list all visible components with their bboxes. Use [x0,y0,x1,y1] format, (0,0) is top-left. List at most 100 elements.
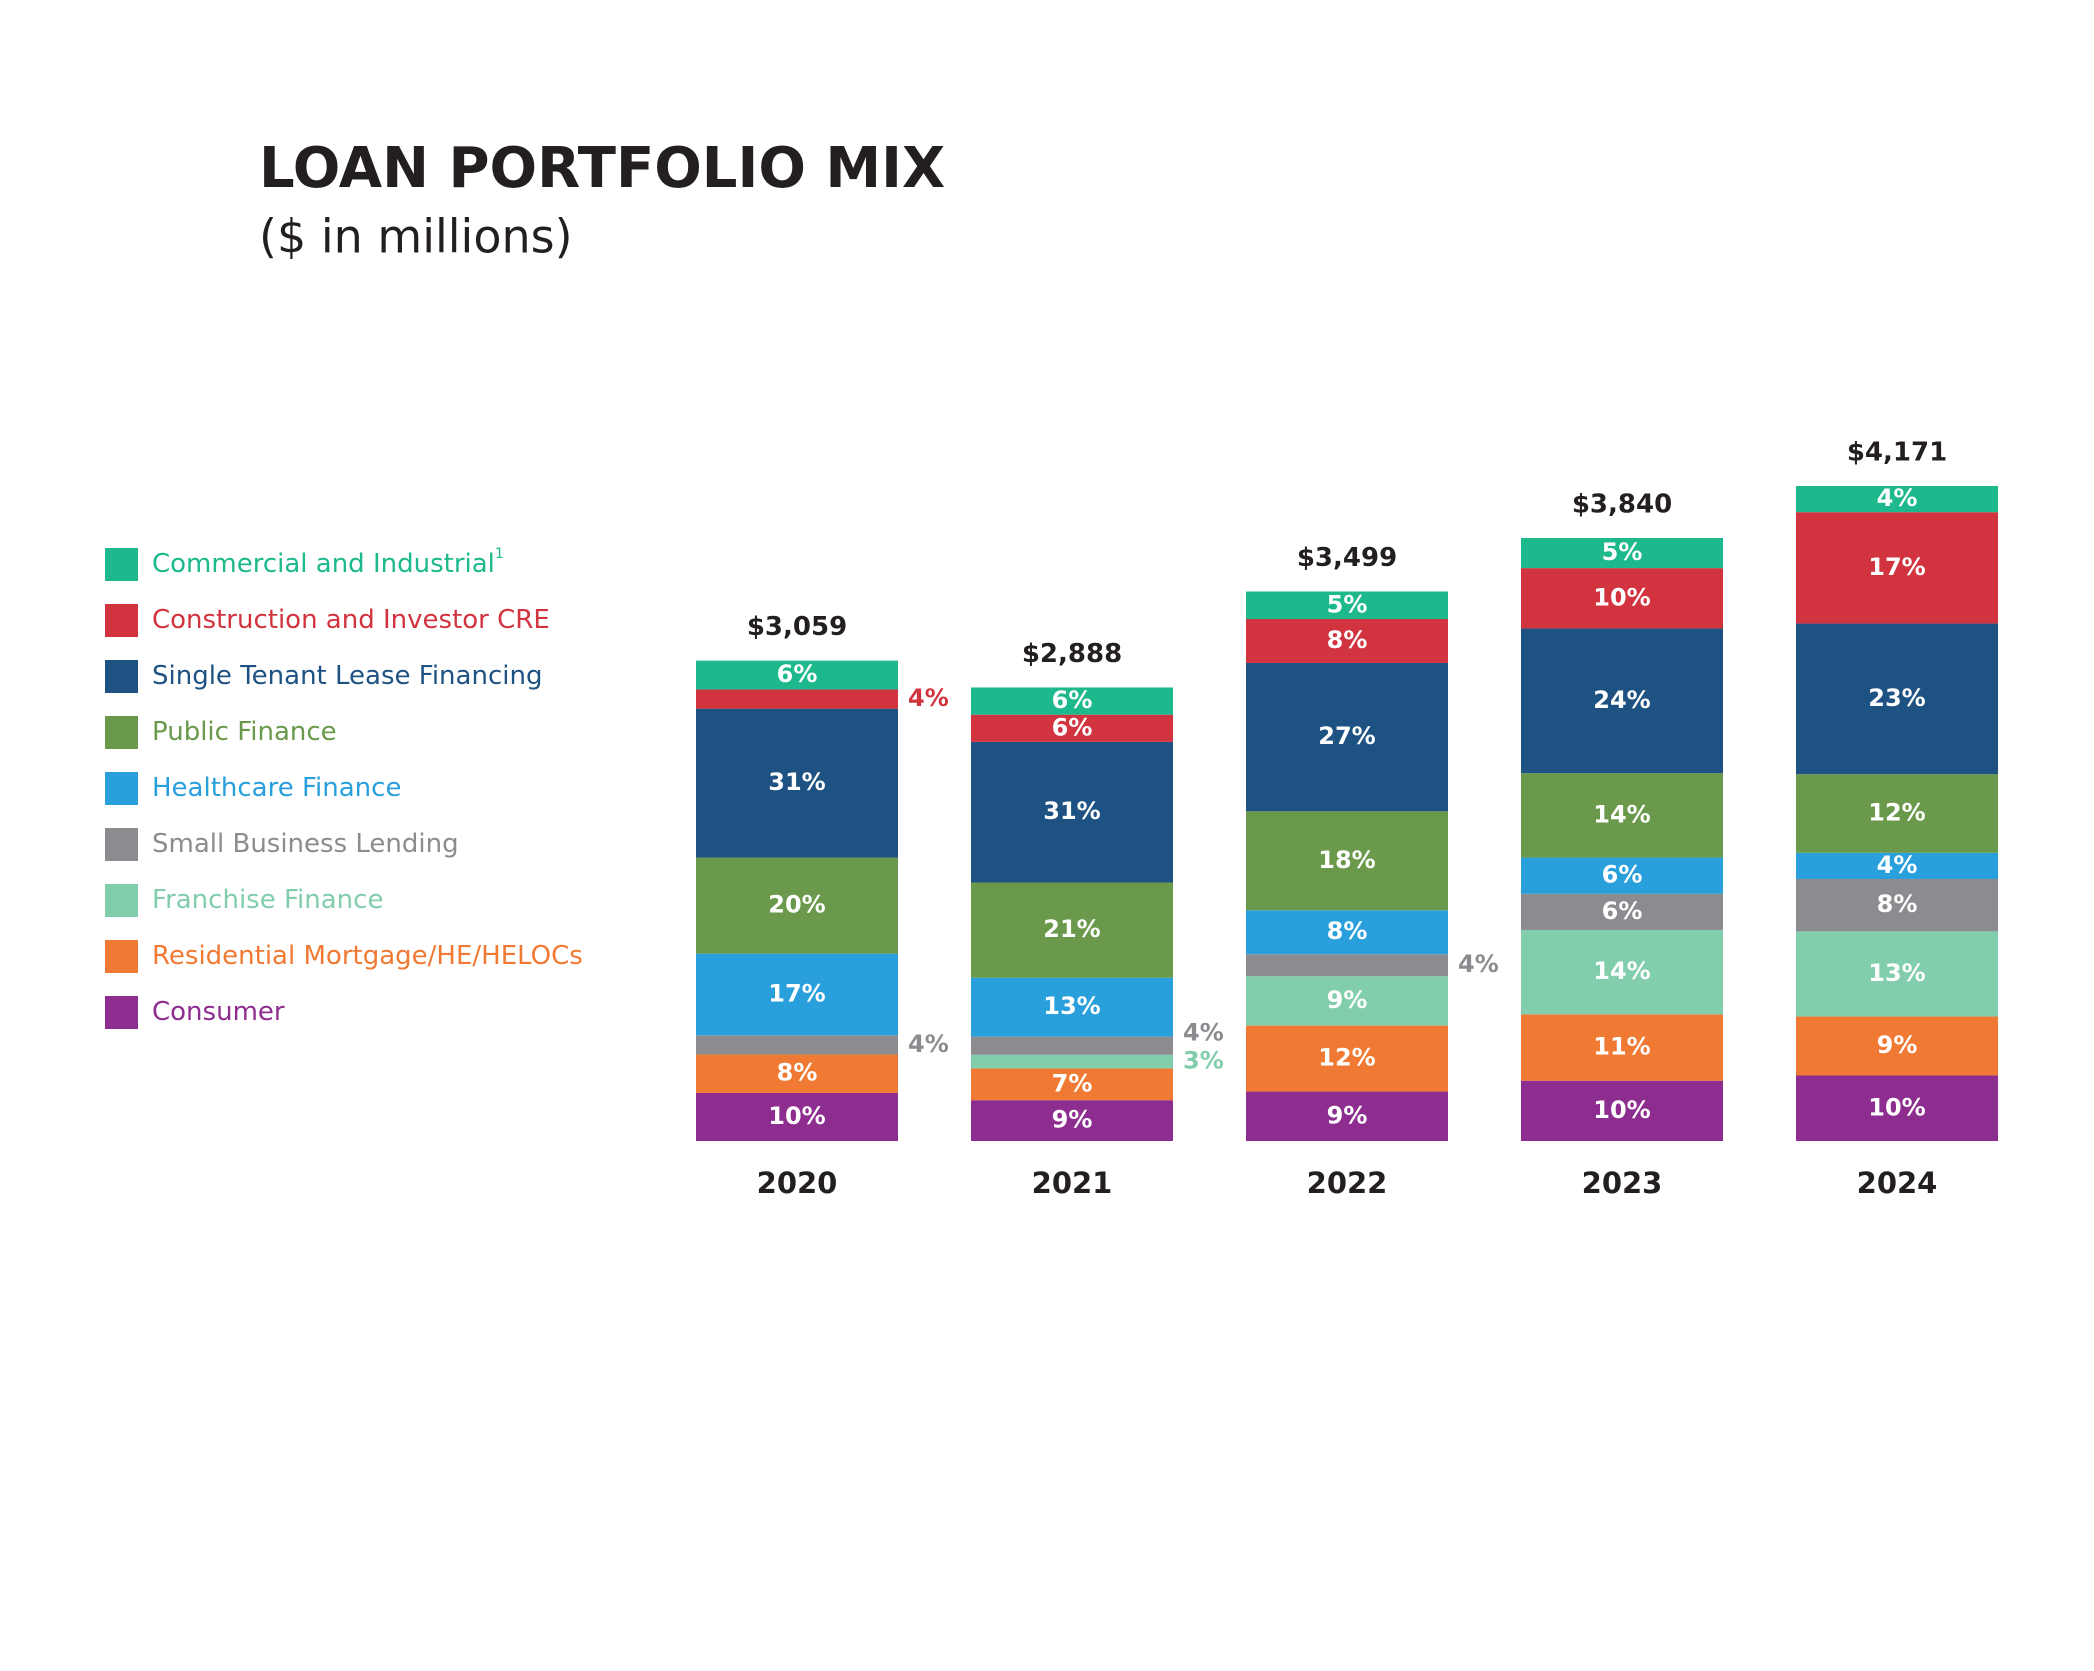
segment-label: 12% [1868,799,1925,827]
legend-label: Residential Mortgage/HE/HELOCs [152,941,583,971]
chart-subtitle: ($ in millions) [259,210,573,264]
x-tick-label: 2023 [1582,1166,1663,1200]
bar-segment [1796,486,1998,513]
bar-segment [1521,537,1723,569]
legend-label: Public Finance [152,717,337,747]
bar-segment [696,689,898,709]
bar-segment [1521,893,1723,930]
segment-label: 17% [1868,553,1925,581]
segment-label: 11% [1593,1033,1650,1061]
bar-segment [696,708,898,858]
bar-segment [971,977,1173,1037]
segment-label: 9% [1327,1101,1368,1129]
segment-label-outside: 4% [908,1030,949,1058]
legend-text: Consumer [152,997,285,1027]
bar-segment [1521,628,1723,774]
bar-segment [1521,773,1723,858]
legend-swatch [105,716,138,749]
legend-label: Commercial and Industrial1 [152,546,504,579]
bar-segment [971,741,1173,883]
segment-label: 18% [1318,846,1375,874]
segment-label: 9% [1052,1106,1093,1134]
bar-segment [696,1035,898,1055]
total-label: $3,059 [747,612,847,642]
bar-segment [1521,568,1723,629]
segment-label: 6% [1602,861,1643,889]
legend-label: Consumer [152,997,285,1027]
bar-segment [971,687,1173,715]
total-label: $4,171 [1847,438,1947,468]
bar-segment [1521,1014,1723,1081]
segment-label: 9% [1877,1031,1918,1059]
x-tick-label: 2022 [1307,1166,1388,1200]
segment-label: 6% [1052,713,1093,741]
segment-label: 13% [1868,959,1925,987]
segment-label: 9% [1327,986,1368,1014]
legend-text: Residential Mortgage/HE/HELOCs [152,941,583,971]
bar-segment [1521,857,1723,894]
bar-segment [1246,591,1448,620]
segment-label: 23% [1868,684,1925,712]
legend-swatch [105,940,138,973]
legend-swatch [105,660,138,693]
bar-segment [971,1100,1173,1141]
segment-label: 20% [768,891,825,919]
legend-text: Commercial and Industrial [152,549,495,579]
segment-label: 14% [1593,800,1650,828]
segment-label: 12% [1318,1044,1375,1072]
bar-segment [1796,1016,1998,1076]
bar-segment [971,1036,1173,1055]
bar-segment [696,1054,898,1093]
legend-label: Small Business Lending [152,829,459,859]
segment-label: 10% [768,1102,825,1130]
segment-label: 6% [777,660,818,688]
segment-label-outside: 3% [1183,1047,1224,1075]
bar-segment [1246,662,1448,812]
segment-label-outside: 4% [1183,1019,1224,1047]
legend-swatch [105,548,138,581]
x-tick-label: 2024 [1857,1166,1938,1200]
segment-label: 27% [1318,722,1375,750]
total-label: $2,888 [1022,639,1122,669]
bar-segment [1796,931,1998,1017]
legend-swatch [105,996,138,1029]
legend-swatch [105,604,138,637]
bar-segment [696,857,898,954]
bar-segment [1796,1075,1998,1141]
legend-label: Healthcare Finance [152,773,401,803]
segment-label: 6% [1602,897,1643,925]
x-tick-label: 2020 [757,1166,838,1200]
bar-segment [1246,976,1448,1026]
legend-text: Public Finance [152,717,337,747]
segment-label: 8% [1327,626,1368,654]
segment-label: 17% [768,979,825,1007]
legend-text: Healthcare Finance [152,773,401,803]
segment-label-outside: 4% [908,684,949,712]
bar-segment [1246,954,1448,977]
bar-segment [1246,1025,1448,1092]
segment-label: 4% [1877,851,1918,879]
segment-label: 4% [1877,484,1918,512]
bar-segment [1246,1091,1448,1141]
segment-label: 10% [1593,1096,1650,1124]
segment-label: 6% [1052,686,1093,714]
segment-label: 5% [1327,590,1368,618]
bar-segment [696,660,898,690]
segment-label: 7% [1052,1069,1093,1097]
segment-label: 8% [1877,890,1918,918]
legend-label: Franchise Finance [152,885,383,915]
bar-segment [971,1068,1173,1101]
segment-label: 8% [1327,917,1368,945]
bar-segment [1246,811,1448,911]
bar-segment [696,1092,898,1141]
segment-label-outside: 4% [1458,950,1499,978]
segment-label: 14% [1593,957,1650,985]
chart-title: LOAN PORTFOLIO MIX [259,136,945,201]
segment-label: 10% [1868,1093,1925,1121]
segment-label: 24% [1593,686,1650,714]
segment-label: 5% [1602,538,1643,566]
legend-label: Construction and Investor CRE [152,605,550,635]
legend-label: Single Tenant Lease Financing [152,661,542,691]
bar-segment [1796,623,1998,775]
